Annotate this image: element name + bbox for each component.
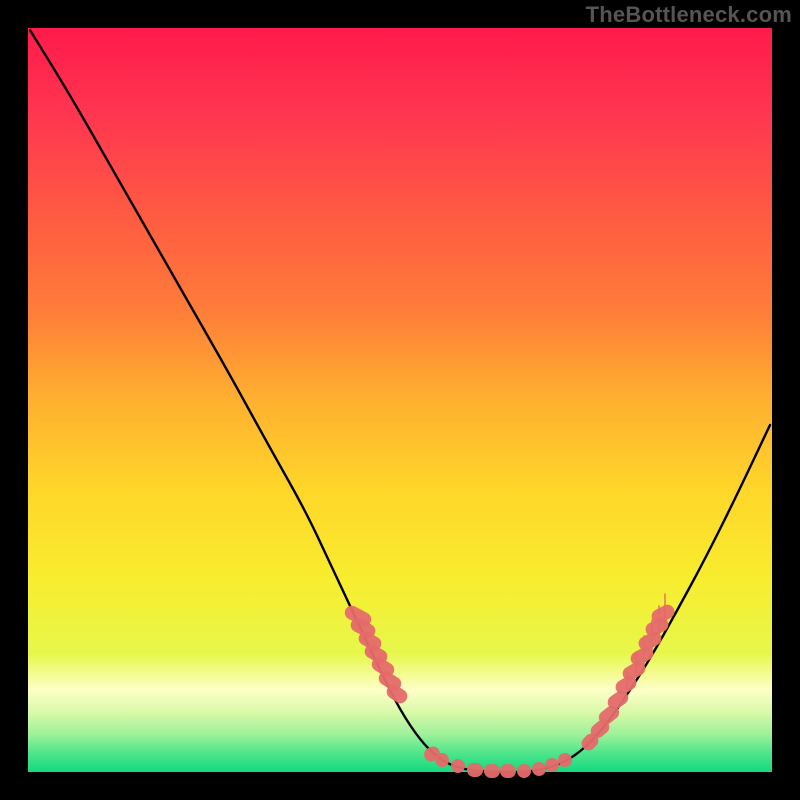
scatter-marker [484,764,500,778]
chart-svg [0,0,800,800]
chart-background [28,28,772,772]
chart-stage: TheBottleneck.com [0,0,800,800]
scatter-marker [500,764,516,778]
watermark-text: TheBottleneck.com [586,2,792,28]
scatter-marker [467,763,483,777]
scatter-marker [517,764,531,778]
